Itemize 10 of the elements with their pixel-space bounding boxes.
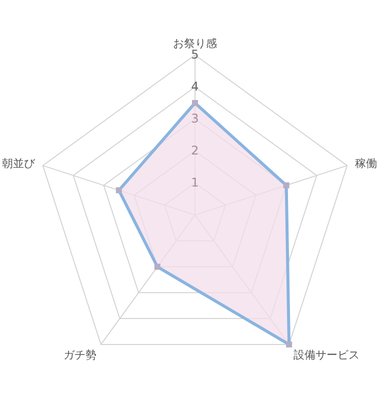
y-tick-label: 1 — [191, 175, 199, 190]
spoke-label: 設備サービス — [294, 348, 360, 362]
spoke-label: 朝並び — [2, 156, 36, 170]
y-tick-label: 5 — [191, 47, 199, 62]
y-tick-label: 3 — [191, 111, 199, 126]
spoke-label: ガチ勢 — [63, 348, 96, 362]
spoke-label: 稼働 — [354, 156, 377, 170]
spoke-label: お祭り感 — [173, 37, 217, 50]
y-tick-label: 2 — [191, 143, 199, 158]
y-tick-label: 4 — [191, 79, 199, 94]
